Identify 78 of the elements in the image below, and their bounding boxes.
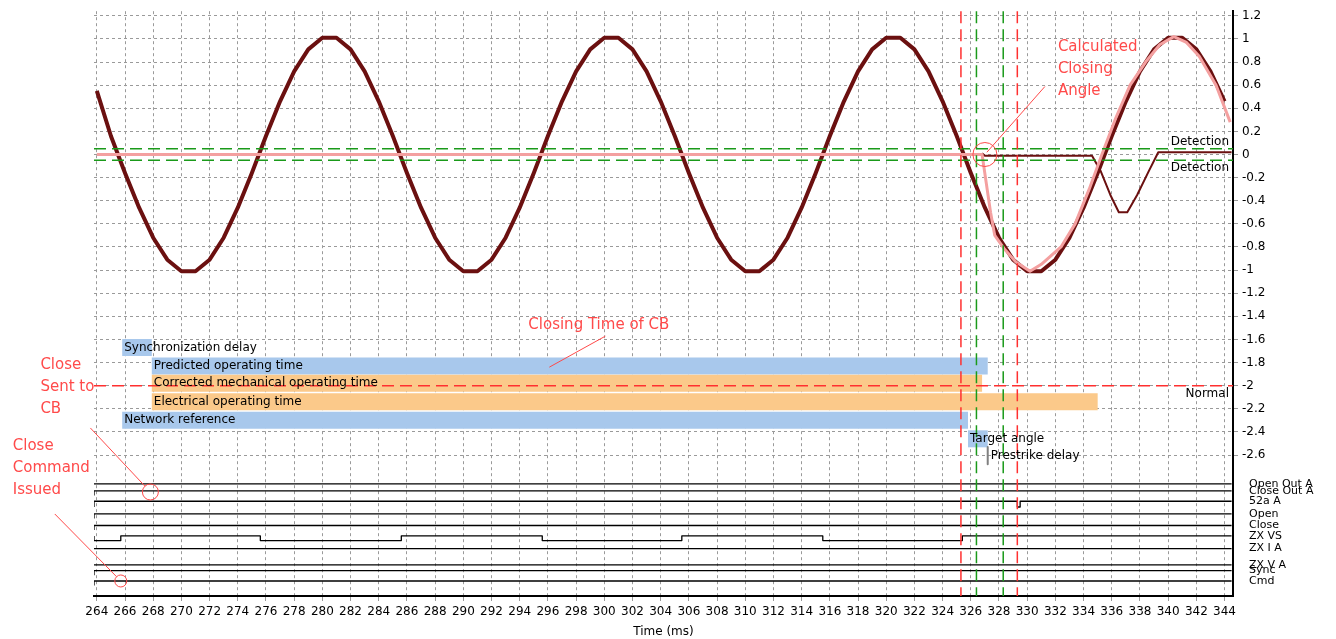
y-tick-label: -2.6 <box>1242 447 1266 462</box>
x-tick-label: 300 <box>592 604 616 619</box>
y-tick-label: 1 <box>1242 31 1250 46</box>
y-tick-label: -0.4 <box>1242 192 1266 207</box>
y-tick-label: -1.6 <box>1242 331 1266 346</box>
x-tick-label: 266 <box>113 604 137 619</box>
annotation: Calculated Closing Angle <box>1057 36 1138 99</box>
series-label: Prestrike delay <box>990 447 1080 462</box>
y-tick-label: 1.2 <box>1242 7 1262 22</box>
x-tick-label: 294 <box>508 604 532 619</box>
x-tick-label: 282 <box>339 604 363 619</box>
annotation: Closing Time of CB <box>528 314 670 333</box>
x-tick-label: 278 <box>282 604 306 619</box>
y-tick-label: -2.2 <box>1242 400 1266 415</box>
x-tick-label: 270 <box>169 604 193 619</box>
series-label: ZX I A <box>1249 541 1283 555</box>
y-tick-label: -1.2 <box>1242 285 1266 300</box>
ref-line-label: Normal <box>1185 385 1229 400</box>
x-tick-label: 326 <box>959 604 983 619</box>
x-tick-label: 268 <box>141 604 165 619</box>
y-tick-label: -0.6 <box>1242 215 1266 230</box>
x-tick-label: 318 <box>846 604 870 619</box>
x-tick-label: 302 <box>621 604 644 619</box>
x-tick-label: 272 <box>198 604 222 619</box>
series-label: Synchronization delay <box>124 339 257 354</box>
annotation: Close Sent to CB <box>40 355 95 418</box>
x-tick-label: 342 <box>1184 604 1208 619</box>
x-tick-label: 336 <box>1100 604 1124 619</box>
x-tick-label: 296 <box>536 604 560 619</box>
x-tick-label: 310 <box>733 604 757 619</box>
y-tick-label: 0 <box>1242 146 1250 161</box>
x-tick-label: 264 <box>85 604 109 619</box>
x-tick-label: 284 <box>367 604 391 619</box>
x-tick-label: 340 <box>1156 604 1180 619</box>
y-tick-label: -1.4 <box>1242 308 1266 323</box>
y-tick-label: -2 <box>1242 377 1254 392</box>
x-tick-label: 344 <box>1213 604 1236 619</box>
x-tick-label: 312 <box>762 604 785 619</box>
y-tick-label: -2.4 <box>1242 424 1266 439</box>
x-tick-label: 290 <box>451 604 475 619</box>
x-tick-label: 314 <box>790 604 814 619</box>
annotation: Close Command Issued <box>12 436 90 499</box>
x-axis-title: Time (ms) <box>632 623 694 638</box>
y-tick-label: -1.8 <box>1242 354 1266 369</box>
series-label: Electrical operating time <box>153 393 302 408</box>
x-tick-label: 320 <box>874 604 898 619</box>
series-label: Open <box>1249 506 1279 520</box>
x-tick-label: 286 <box>395 604 419 619</box>
y-tick-label: 0.6 <box>1242 77 1262 92</box>
x-tick-label: 288 <box>423 604 447 619</box>
x-tick-label: 322 <box>902 604 926 619</box>
y-tick-label: -1 <box>1242 262 1254 277</box>
x-tick-label: 276 <box>254 604 278 619</box>
x-tick-label: 292 <box>480 604 503 619</box>
series-label: Target angle <box>968 430 1045 445</box>
y-tick-label: -0.8 <box>1242 239 1266 254</box>
ref-line-label: Detection <box>1170 160 1229 175</box>
y-tick-label: 0.8 <box>1242 54 1262 69</box>
x-tick-label: 280 <box>310 604 334 619</box>
y-tick-label: 0.4 <box>1242 100 1262 115</box>
x-tick-label: 328 <box>987 604 1011 619</box>
x-tick-label: 274 <box>226 604 250 619</box>
series-label: Network reference <box>124 412 236 427</box>
x-tick-label: 338 <box>1128 604 1152 619</box>
x-tick-label: 334 <box>1072 604 1096 619</box>
series-label: Predicted operating time <box>153 358 303 373</box>
x-tick-label: 330 <box>1015 604 1039 619</box>
series-label: 52a A <box>1249 494 1282 508</box>
x-tick-label: 324 <box>931 604 955 619</box>
x-tick-label: 316 <box>818 604 842 619</box>
x-tick-label: 298 <box>564 604 588 619</box>
x-tick-label: 308 <box>705 604 729 619</box>
ref-line-label: Detection <box>1170 133 1229 148</box>
y-tick-label: 0.2 <box>1242 123 1262 138</box>
x-tick-label: 306 <box>677 604 701 619</box>
x-tick-label: 332 <box>1043 604 1067 619</box>
y-tick-label: -0.2 <box>1242 169 1266 184</box>
x-tick-label: 304 <box>649 604 673 619</box>
